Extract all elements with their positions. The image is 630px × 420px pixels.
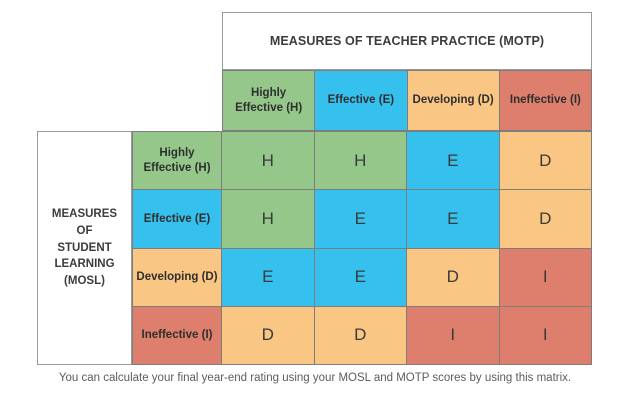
row-header-i: Ineffective (I) (132, 305, 222, 365)
column-header-i: Ineffective (I) (498, 70, 592, 131)
matrix-cell: I (406, 305, 500, 365)
motp-banner: MEASURES OF TEACHER PRACTICE (MOTP) (222, 12, 592, 70)
motp-banner-label: MEASURES OF TEACHER PRACTICE (MOTP) (269, 34, 545, 48)
matrix-cell: E (406, 189, 500, 249)
matrix-cell: E (406, 131, 500, 191)
column-header-h: Highly Effective (H) (222, 70, 316, 131)
matrix-cell: E (313, 189, 407, 249)
matrix-cell: H (313, 131, 407, 191)
matrix-cell: I (498, 247, 592, 307)
row-header-h: Highly Effective (H) (132, 131, 222, 191)
matrix-cell: D (498, 131, 592, 191)
matrix-cell: H (221, 189, 315, 249)
column-header-row: Highly Effective (H) Effective (E) Develop… (222, 70, 592, 131)
matrix-row: Effective (E) H E E D (132, 189, 592, 249)
column-header-d: Developing (D) (406, 70, 500, 131)
figure-caption-text: You can calculate your final year-end ra… (58, 372, 572, 384)
matrix-cell: D (406, 247, 500, 307)
mosl-axis-label: MEASURES OF STUDENT LEARNING (MOSL) (37, 131, 132, 365)
row-header-d: Developing (D) (132, 247, 222, 307)
matrix-cell: E (221, 247, 315, 307)
matrix-cell: H (221, 131, 315, 191)
matrix-cell: I (498, 305, 592, 365)
row-header-e: Effective (E) (132, 189, 222, 249)
matrix-row: Highly Effective (H) H H E D (132, 131, 592, 191)
matrix-cell: D (498, 189, 592, 249)
matrix-cell: D (313, 305, 407, 365)
mosl-axis-label-text: MEASURES OF STUDENT LEARNING (MOSL) (51, 208, 118, 287)
matrix-body: Highly Effective (H) H H E D Effective (E) H E E… (132, 131, 592, 365)
matrix-cell: D (221, 305, 315, 365)
figure-caption: You can calculate your final year-end ra… (30, 370, 600, 388)
matrix-cell: E (313, 247, 407, 307)
matrix-row: Ineffective (I) D D I I (132, 305, 592, 365)
column-header-e: Effective (E) (314, 70, 408, 131)
matrix-row: Developing (D) E E D I (132, 247, 592, 307)
